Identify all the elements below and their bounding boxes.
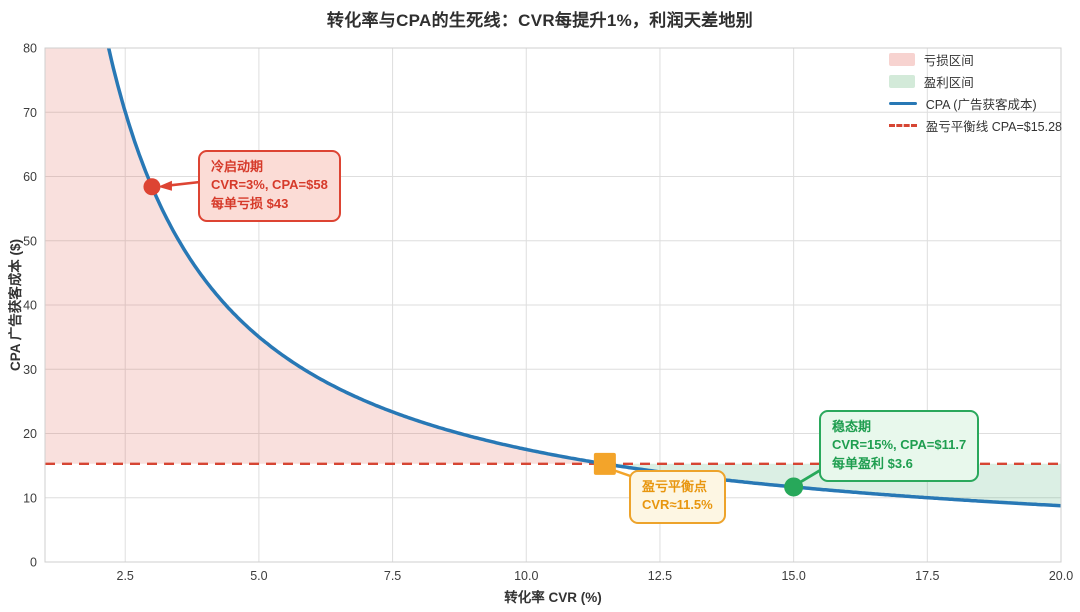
x-tick-label: 10.0	[514, 569, 538, 583]
cpa-line-swatch-icon	[888, 101, 917, 106]
annotation-cold-start: 冷启动期 CVR=3%, CPA=$58 每单亏损 $43	[198, 150, 341, 223]
y-tick-label: 70	[23, 106, 37, 120]
x-tick-label: 2.5	[117, 569, 134, 583]
y-tick-label: 0	[30, 556, 37, 570]
annotation-title: 冷启动期	[211, 159, 264, 174]
y-tick-label: 20	[23, 427, 37, 441]
plot-border	[44, 47, 1062, 563]
y-tick-label: 80	[23, 42, 37, 56]
loss-area-swatch-icon	[888, 53, 915, 66]
legend-label: 盈利区间	[923, 76, 974, 90]
cpa-curve	[106, 48, 1061, 508]
legend-item-cpa-line: CPA (广告获客成本)	[888, 96, 1062, 112]
steady-state-marker	[784, 477, 804, 497]
annotation-title: 稳态期	[832, 419, 872, 434]
x-tick-label: 20.0	[1049, 569, 1073, 583]
x-tick-label: 17.5	[915, 569, 939, 583]
x-tick-label: 7.5	[384, 569, 401, 583]
annotation-value: 每单亏损 $43	[211, 195, 289, 211]
annotation-value: CVR=3%, CPA=$58	[211, 177, 328, 193]
x-axis-title: 转化率 CVR (%)	[504, 590, 602, 605]
cold-start-marker	[143, 178, 161, 196]
annotation-value: 每单盈利 $3.6	[832, 455, 913, 471]
loss-region	[45, 48, 605, 464]
y-tick-label: 60	[23, 170, 37, 184]
x-tick-label: 5.0	[250, 569, 267, 583]
annotation-title: 盈亏平衡点	[642, 479, 708, 494]
breakeven-marker	[593, 452, 616, 475]
highlight-markers	[143, 178, 804, 497]
tick-labels: 2.5 5.0 7.5 10.0 12.5 15.0 17.5 20.0 0 10 20 30 40 50…	[23, 42, 1073, 584]
x-tick-label: 12.5	[648, 569, 672, 583]
y-tick-label: 40	[23, 299, 37, 313]
profit-area-swatch-icon	[888, 75, 915, 88]
breakeven-line-swatch-icon	[888, 124, 917, 127]
annotation-breakeven: 盈亏平衡点 CVR≈11.5%	[629, 470, 726, 524]
y-tick-label: 50	[23, 234, 37, 248]
legend-label: 盈亏平衡线 CPA=$15.28	[925, 120, 1062, 134]
annotation-steady-state: 稳态期 CVR=15%, CPA=$11.7 每单盈利 $3.6	[819, 410, 980, 483]
legend: 亏损区间 盈利区间 CPA (广告获客成本) 盈亏平衡线 CPA=$15.28	[888, 52, 1062, 134]
y-axis-title: CPA 广告获客成本 ($)	[8, 238, 23, 372]
legend-label: 亏损区间	[923, 54, 974, 68]
legend-item-breakeven-line: 盈亏平衡线 CPA=$15.28	[888, 118, 1062, 134]
chart-title: 转化率与CPA的生死线：CVR每提升1%，利润天差地别	[326, 11, 754, 30]
x-tick-label: 15.0	[781, 569, 805, 583]
legend-item-loss-zone: 亏损区间	[888, 52, 1062, 68]
annotation-value: CVR≈11.5%	[642, 497, 713, 513]
annotation-value: CVR=15%, CPA=$11.7	[832, 437, 967, 453]
legend-item-profit-zone: 盈利区间	[888, 74, 1062, 90]
y-tick-label: 30	[23, 363, 37, 377]
legend-label: CPA (广告获客成本)	[925, 98, 1037, 112]
y-tick-label: 10	[23, 491, 37, 505]
